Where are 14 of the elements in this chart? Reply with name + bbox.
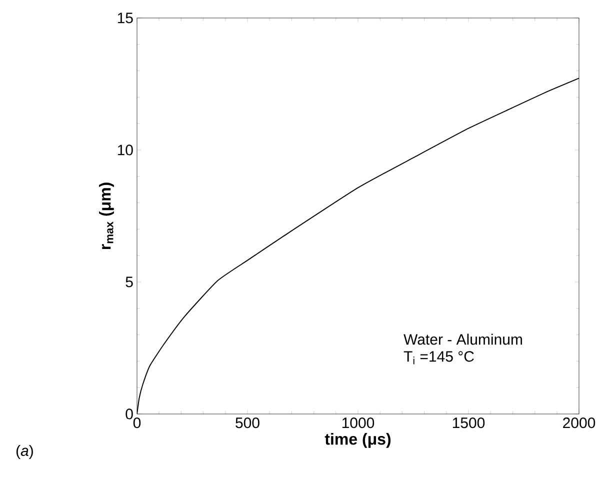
x-tick-label: 1500 bbox=[452, 418, 485, 428]
text: (a) bbox=[16, 445, 33, 459]
y-axis-title: r$_{max}$ (μm) bbox=[99, 182, 114, 250]
annotation: Water - Aluminum bbox=[404, 334, 522, 345]
y-tick-label: 10 bbox=[118, 144, 133, 156]
y-tick-label: 5 bbox=[126, 276, 133, 288]
y-tick-label: 0 bbox=[126, 408, 133, 420]
annotation: T$_{i}$ =145 °C bbox=[404, 351, 474, 364]
x-tick-label: 1000 bbox=[342, 418, 374, 428]
y-tick-label: 15 bbox=[118, 12, 133, 24]
x-tick-label: 0 bbox=[133, 418, 141, 428]
x-tick-label: 2000 bbox=[563, 418, 596, 428]
x-axis-title: time (μs) bbox=[324, 433, 391, 448]
x-tick-label: 500 bbox=[236, 418, 260, 428]
